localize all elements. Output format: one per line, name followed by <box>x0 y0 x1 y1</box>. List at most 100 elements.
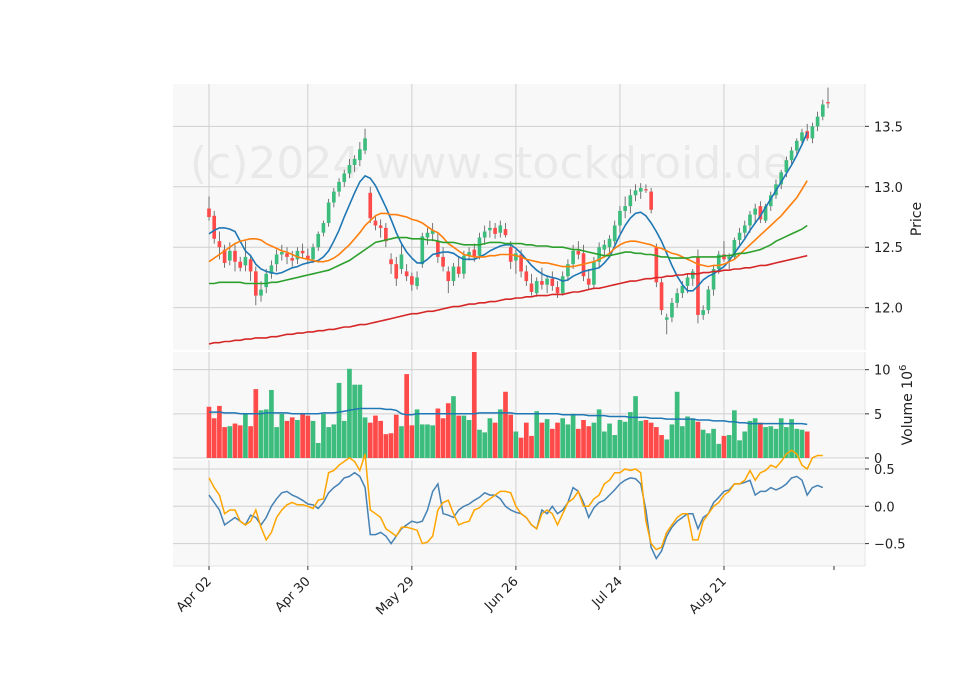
volume-bar <box>362 417 368 458</box>
volume-bar <box>570 413 576 458</box>
candle-body <box>472 249 477 257</box>
candle-body <box>826 102 830 104</box>
candle-body <box>488 227 492 231</box>
volume-bar <box>784 427 789 458</box>
candle-body <box>394 264 399 279</box>
volume-bar <box>695 421 701 458</box>
volume-bar <box>289 417 295 458</box>
volume-bar <box>633 396 638 458</box>
volume-bar <box>451 396 456 458</box>
watermark: (c)2024 www.stockdroid.de <box>190 138 790 189</box>
indicator-tick-label: −0.5 <box>874 538 906 553</box>
candle-body <box>706 289 711 311</box>
volume-bar <box>674 391 680 458</box>
volume-bar <box>508 414 514 458</box>
volume-bar <box>258 410 264 458</box>
volume-bar <box>331 424 337 458</box>
candle-body <box>264 273 269 288</box>
indicator-tick-label: 0.0 <box>874 500 895 515</box>
candle-body <box>805 131 810 139</box>
volume-bar <box>737 440 742 458</box>
volume-bar <box>471 352 477 458</box>
candle-body <box>451 266 456 282</box>
volume-bar <box>758 422 763 458</box>
volume-bar <box>726 435 732 458</box>
candle-body <box>238 261 243 268</box>
volume-bar <box>581 420 586 458</box>
candle-body <box>290 258 295 261</box>
volume-bar <box>419 424 425 458</box>
candle-body <box>675 293 679 303</box>
candle-body <box>462 255 466 274</box>
volume-bar <box>716 443 722 458</box>
volume-bar <box>617 420 623 458</box>
volume-bar <box>211 418 217 458</box>
volume-axis-label: Volume 106 <box>898 365 916 446</box>
candle-body <box>592 261 596 285</box>
candle-body <box>207 208 211 217</box>
candle-body <box>659 282 664 311</box>
volume-bar <box>586 426 592 458</box>
volume-bar <box>279 413 285 458</box>
candle-body <box>227 250 232 261</box>
volume-bar <box>549 428 555 458</box>
volume-bar <box>263 409 269 458</box>
candle-body <box>560 276 565 294</box>
candle-body <box>545 278 549 285</box>
volume-bar <box>680 426 685 458</box>
volume-bar <box>773 428 779 458</box>
candle-body <box>633 190 638 196</box>
candle-body <box>378 225 383 228</box>
volume-bar <box>414 409 420 458</box>
volume-bar <box>768 426 774 458</box>
candle-body <box>586 278 591 285</box>
candle-body <box>285 253 289 257</box>
volume-bar <box>794 428 800 458</box>
candle-body <box>342 173 347 182</box>
candle-body <box>727 256 731 260</box>
candle-body <box>363 138 367 151</box>
volume-bar <box>560 418 566 458</box>
candle-body <box>311 247 315 260</box>
candle-body <box>654 247 659 283</box>
candle-body <box>347 165 352 174</box>
volume-bar <box>425 424 430 458</box>
candle-body <box>259 289 263 296</box>
candle-body <box>784 160 789 173</box>
candle-body <box>534 281 539 294</box>
volume-bar <box>445 403 451 458</box>
volume-bar <box>732 410 737 458</box>
candle-body <box>664 317 669 320</box>
volume-bar <box>315 442 321 458</box>
volume-bar <box>430 425 436 458</box>
volume-bar <box>523 422 529 458</box>
volume-bar <box>393 414 399 458</box>
volume-bar <box>237 425 243 458</box>
candle-body <box>436 241 440 257</box>
volume-bar <box>711 428 716 458</box>
candle-body <box>680 285 685 294</box>
candle-body <box>732 239 737 257</box>
volume-bar <box>352 384 357 458</box>
volume-bar <box>752 418 758 458</box>
volume-bar <box>492 422 498 458</box>
candle-body <box>685 277 690 286</box>
volume-bar <box>544 419 550 458</box>
candle-body <box>295 250 300 260</box>
volume-bar <box>575 428 581 458</box>
candle-body <box>337 181 341 192</box>
candle-body <box>758 206 763 220</box>
volume-bar <box>243 413 248 458</box>
volume-bar <box>706 433 711 458</box>
candle-body <box>753 208 757 215</box>
candle-body <box>716 254 721 269</box>
candle-body <box>737 232 742 240</box>
candle-body <box>326 202 331 224</box>
candle-body <box>820 104 825 117</box>
candle-body <box>368 192 373 219</box>
candle-body <box>618 210 622 226</box>
candle-body <box>212 215 217 239</box>
volume-bar <box>643 420 649 458</box>
volume-bar <box>721 435 727 458</box>
